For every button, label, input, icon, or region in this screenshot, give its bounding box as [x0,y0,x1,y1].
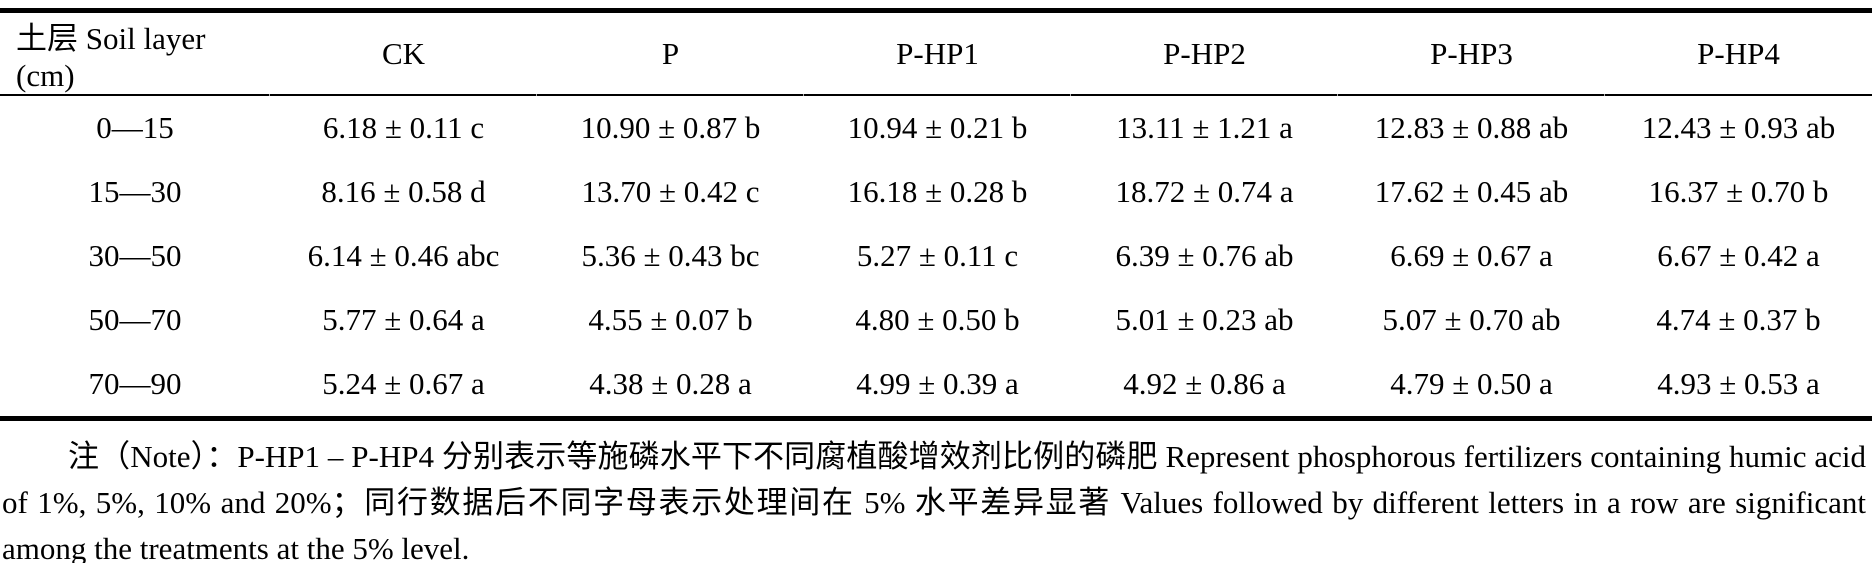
table-row: 70—90 5.24 ± 0.67 a 4.38 ± 0.28 a 4.99 ±… [0,352,1872,419]
table-cell: 4.99 ± 0.39 a [856,366,1019,401]
table-cell: 8.16 ± 0.58 d [321,174,486,209]
table-cell: 4.79 ± 0.50 a [1390,366,1553,401]
column-header-ck: CK [269,10,537,96]
column-header-p-hp1: P-HP1 [803,10,1071,96]
table-cell: 6.39 ± 0.76 ab [1115,238,1294,273]
table-cell: 5.01 ± 0.23 ab [1115,302,1294,337]
table-cell: 5.24 ± 0.67 a [322,366,485,401]
table-cell: 4.92 ± 0.86 a [1123,366,1286,401]
table-cell: 6.14 ± 0.46 abc [307,238,500,273]
table-cell: 4.93 ± 0.53 a [1657,366,1820,401]
table-cell: 4.74 ± 0.37 b [1656,302,1821,337]
table-cell: 4.80 ± 0.50 b [855,302,1020,337]
table-cell: 12.43 ± 0.93 ab [1641,110,1836,145]
table-cell: 10.90 ± 0.87 b [580,110,761,145]
column-header-soil-layer: 土层 Soil layer (cm) [0,10,270,96]
table-cell: 16.18 ± 0.28 b [847,174,1028,209]
column-header-p-hp2: P-HP2 [1070,10,1338,96]
table-cell: 5.27 ± 0.11 c [856,238,1019,273]
row-label-soil-layer: 15—30 [88,174,182,209]
row-label-soil-layer: 30—50 [88,238,182,273]
row-label-soil-layer: 0—15 [96,110,174,145]
table-cell: 4.38 ± 0.28 a [589,366,752,401]
table-cell: 5.36 ± 0.43 bc [581,238,760,273]
table-cell: 17.62 ± 0.45 ab [1374,174,1569,209]
table-cell: 16.37 ± 0.70 b [1648,174,1829,209]
table-cell: 4.55 ± 0.07 b [588,302,753,337]
table-header-row: 土层 Soil layer (cm) CK P P-HP1 P-HP2 P-HP… [0,10,1872,96]
table-cell: 6.69 ± 0.67 a [1390,238,1553,273]
table-row: 50—70 5.77 ± 0.64 a 4.55 ± 0.07 b 4.80 ±… [0,288,1872,352]
table-cell: 10.94 ± 0.21 b [847,110,1028,145]
column-header-p-hp3: P-HP3 [1337,10,1605,96]
table-cell: 6.18 ± 0.11 c [322,110,485,145]
row-label-soil-layer: 50—70 [88,302,182,337]
row-label-soil-layer: 70—90 [88,366,182,401]
table-cell: 6.67 ± 0.42 a [1657,238,1820,273]
table-cell: 12.83 ± 0.88 ab [1374,110,1569,145]
table-cell: 5.77 ± 0.64 a [322,302,485,337]
table-cell: 5.07 ± 0.70 ab [1382,302,1561,337]
column-header-p: P [536,10,804,96]
column-header-p-hp4: P-HP4 [1604,10,1872,96]
table-row: 0—15 6.18 ± 0.11 c 10.90 ± 0.87 b 10.94 … [0,95,1872,160]
table-footnote: 注（Note）：P-HP1 – P-HP4 分别表示等施磷水平下不同腐植酸增效剂… [2,439,1866,563]
table-cell: 18.72 ± 0.74 a [1115,174,1294,209]
table-cell: 13.11 ± 1.21 a [1116,110,1293,145]
table-row: 30—50 6.14 ± 0.46 abc 5.36 ± 0.43 bc 5.2… [0,224,1872,288]
table-row: 15—30 8.16 ± 0.58 d 13.70 ± 0.42 c 16.18… [0,160,1872,224]
soil-phosphorus-table: 土层 Soil layer (cm) CK P P-HP1 P-HP2 P-HP… [0,8,1872,421]
table-cell: 13.70 ± 0.42 c [581,174,760,209]
